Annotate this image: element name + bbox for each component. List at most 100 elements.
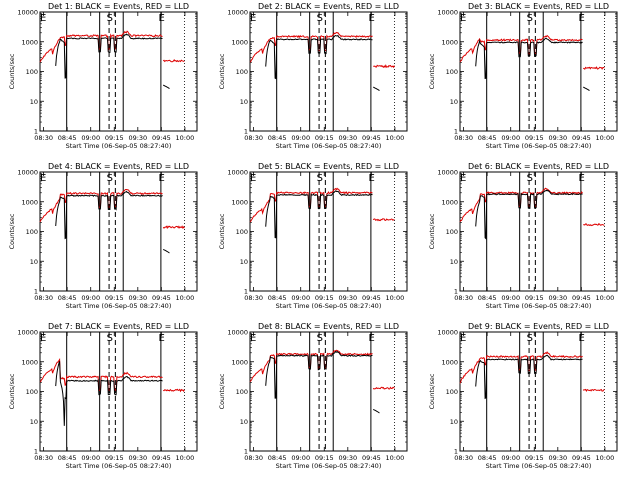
y-axis-label: Counts/sec: [8, 53, 16, 89]
y-tick-label: 1: [454, 288, 458, 296]
x-tick-label: 09:15: [525, 294, 544, 302]
y-tick-label: 100: [236, 68, 248, 76]
x-tick-label: 10:00: [596, 294, 615, 302]
region-mark-E: E: [369, 173, 375, 184]
series-lld-line: [39, 30, 163, 63]
region-mark-S: S: [317, 333, 323, 344]
y-axis-label: Counts/sec: [428, 373, 436, 409]
y-tick-label: 100: [26, 68, 38, 76]
y-tick-label: 1000: [441, 358, 458, 366]
region-mark-E: E: [159, 333, 165, 344]
region-mark-S: S: [527, 173, 533, 184]
x-tick-label: 09:15: [105, 294, 124, 302]
x-tick-label: 10:00: [386, 294, 405, 302]
panel-det-4: Det 4: BLACK = Events, RED = LLD 1 10 100 10…: [8, 162, 198, 310]
x-tick-label: 09:00: [291, 294, 310, 302]
series-lld-line-after: [583, 222, 605, 227]
x-axis-label: Start Time (06-Sep-05 08:27:40): [66, 302, 172, 310]
series-events-line: [55, 33, 163, 79]
region-mark-E: E: [369, 13, 375, 24]
region-mark-S: S: [107, 333, 113, 344]
x-tick-label: 08:45: [58, 294, 77, 302]
x-tick-label: 09:45: [362, 454, 381, 462]
region-mark-E: E: [159, 173, 165, 184]
region-mark-E: E: [579, 333, 585, 344]
panel-det-9: Det 9: BLACK = Events, RED = LLD 1 10 100 10…: [428, 322, 618, 470]
x-tick-label: 08:45: [478, 294, 497, 302]
x-tick-label: 09:45: [572, 294, 591, 302]
x-tick-label: 10:00: [176, 134, 195, 142]
x-tick-label: 09:15: [315, 134, 334, 142]
x-tick-label: 10:00: [386, 134, 405, 142]
y-tick-label: 100: [236, 388, 248, 396]
series-events-line: [475, 37, 583, 79]
region-mark-E: E: [579, 173, 585, 184]
y-tick-label: 1: [244, 128, 248, 136]
y-tick-label: 1000: [21, 38, 38, 46]
series-lld-line-after: [372, 218, 395, 222]
y-tick-label: 10: [240, 258, 248, 266]
region-mark-E: E: [460, 173, 466, 184]
x-tick-label: 08:30: [34, 134, 53, 142]
series-events-line-after: [583, 86, 590, 92]
x-axis-label: Start Time (06-Sep-05 08:27:40): [486, 462, 592, 470]
x-tick-label: 08:30: [454, 134, 473, 142]
x-tick-label: 09:00: [501, 294, 520, 302]
series-lld-line: [459, 34, 583, 63]
region-mark-E: E: [250, 13, 256, 24]
y-axis-label: Counts/sec: [218, 373, 226, 409]
x-tick-label: 08:30: [454, 454, 473, 462]
x-tick-label: 09:30: [338, 454, 357, 462]
x-tick-label: 09:00: [81, 134, 100, 142]
panel-title: Det 7: BLACK = Events, RED = LLD: [48, 322, 189, 331]
y-tick-label: 1: [244, 448, 248, 456]
region-mark-E: E: [40, 333, 46, 344]
x-axis-label: Start Time (06-Sep-05 08:27:40): [276, 302, 382, 310]
y-tick-label: 10: [240, 418, 248, 426]
x-tick-label: 10:00: [176, 454, 195, 462]
x-tick-label: 08:45: [478, 134, 497, 142]
y-tick-label: 1000: [441, 38, 458, 46]
y-tick-label: 1: [454, 128, 458, 136]
x-tick-label: 09:30: [548, 294, 567, 302]
series-lld-line-after: [373, 64, 395, 69]
panel-title: Det 4: BLACK = Events, RED = LLD: [48, 162, 189, 171]
y-axis-label: Counts/sec: [8, 213, 16, 249]
x-tick-label: 09:45: [362, 294, 381, 302]
series-lld-line-after: [372, 386, 395, 390]
x-tick-label: 09:15: [105, 454, 124, 462]
x-axis-label: Start Time (06-Sep-05 08:27:40): [66, 142, 172, 150]
panel-title: Det 3: BLACK = Events, RED = LLD: [468, 2, 609, 11]
panel-det-3: Det 3: BLACK = Events, RED = LLD 1 10 100 10…: [428, 2, 618, 150]
x-tick-label: 08:30: [34, 454, 53, 462]
x-tick-label: 08:30: [454, 294, 473, 302]
x-tick-label: 09:45: [362, 134, 381, 142]
panel-title: Det 2: BLACK = Events, RED = LLD: [258, 2, 399, 11]
x-tick-label: 09:30: [128, 454, 147, 462]
plot-frame: [39, 171, 198, 292]
region-mark-E: E: [250, 333, 256, 344]
series-lld-line-after: [162, 59, 185, 63]
y-tick-label: 1000: [21, 358, 38, 366]
region-mark-E: E: [40, 13, 46, 24]
x-tick-label: 10:00: [176, 294, 195, 302]
y-tick-label: 10: [450, 418, 458, 426]
x-tick-label: 09:30: [338, 294, 357, 302]
y-tick-label: 1: [34, 448, 38, 456]
x-axis-label: Start Time (06-Sep-05 08:27:40): [486, 302, 592, 310]
x-tick-label: 08:45: [268, 134, 287, 142]
region-mark-S: S: [317, 13, 323, 24]
y-tick-label: 1000: [441, 198, 458, 206]
y-tick-label: 1000: [231, 198, 248, 206]
y-tick-label: 1000: [231, 38, 248, 46]
x-axis-label: Start Time (06-Sep-05 08:27:40): [66, 462, 172, 470]
x-tick-label: 08:30: [34, 294, 53, 302]
x-axis-label: Start Time (06-Sep-05 08:27:40): [276, 462, 382, 470]
x-tick-label: 09:45: [572, 134, 591, 142]
y-tick-label: 1000: [231, 358, 248, 366]
panel-det-6: Det 6: BLACK = Events, RED = LLD 1 10 100 10…: [428, 162, 618, 310]
x-tick-label: 08:45: [58, 134, 77, 142]
series-lld-line: [249, 31, 373, 63]
y-tick-label: 10: [30, 258, 38, 266]
panel-det-2: Det 2: BLACK = Events, RED = LLD 1 10 100 10…: [218, 2, 408, 150]
